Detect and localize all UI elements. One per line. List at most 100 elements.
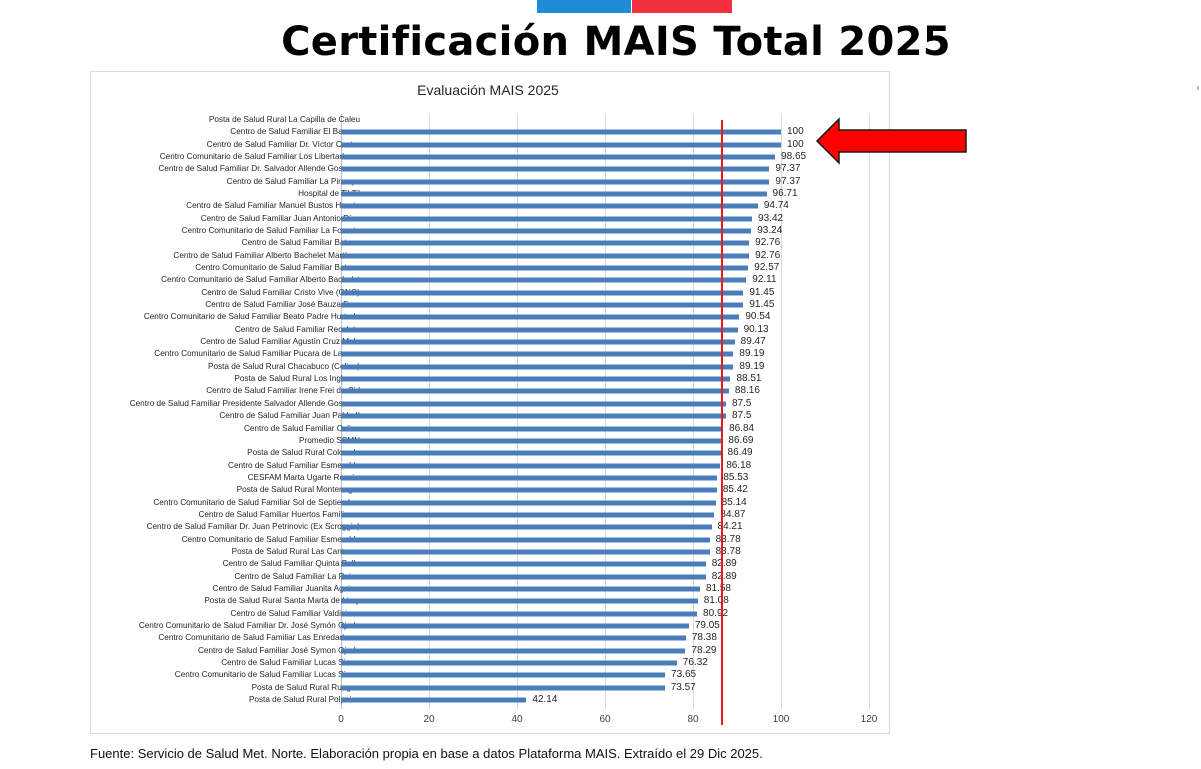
value-label: 97.37 [775, 175, 801, 187]
gridline [869, 114, 870, 709]
gridline [517, 114, 518, 709]
value-label: 81.08 [703, 595, 729, 607]
category-label: Centro de Salud Familiar José Symon Ojed… [197, 645, 360, 655]
category-label: Centro de Salud Familiar Dr. Salvador Al… [158, 164, 360, 174]
bar [341, 549, 710, 555]
bar [341, 253, 750, 259]
category-label: Posta de Salud Rural Chacabuco (Colina) [207, 361, 360, 371]
bar [341, 265, 749, 271]
bar [341, 142, 781, 148]
category-label: Centro de Salud Familiar Quinta Bella [222, 559, 360, 569]
category-label: Posta de Salud Rural La Capilla de Caleu [208, 115, 360, 124]
category-label: Centro de Salud Familiar Dr. Víctor Cast… [206, 139, 360, 149]
value-label: 83.78 [715, 545, 741, 557]
gridline [605, 114, 606, 709]
category-label: Centro de Salud Familiar Colina [243, 423, 360, 433]
bar [341, 376, 731, 382]
category-label: Hospital de Til Til [298, 189, 360, 199]
bar [341, 586, 700, 592]
x-tick-label: 100 [772, 714, 790, 725]
bar [341, 277, 747, 283]
bar [341, 611, 698, 617]
bar [341, 413, 726, 419]
category-label: Centro Comunitario de Salud Familiar Bea… [143, 312, 360, 322]
value-label: 86.49 [727, 447, 753, 459]
category-label: Centro Comunitario de Salud Familiar Puc… [154, 349, 360, 359]
category-label: Posta de Salud Rural Santa Marta de Lira… [204, 596, 360, 606]
bar [341, 475, 718, 481]
bar [341, 154, 776, 160]
category-label: Centro Comunitario de Salud Familiar Las… [158, 633, 360, 643]
slide-title: Certificación MAIS Total 2025 [281, 19, 951, 65]
category-label: Centro de Salud Familiar La Pincoya [226, 176, 360, 186]
x-tick-label: 40 [511, 714, 523, 725]
stray-mark [1197, 86, 1199, 90]
category-label: Centro Comunitario de Salud Familiar Bat… [195, 263, 360, 273]
value-label: 91.45 [749, 299, 775, 311]
category-label: Centro de Salud Familiar Batuco [241, 238, 360, 248]
flag-stripe-blue [537, 0, 631, 13]
category-label: Centro Comunitario de Salud Familiar Luc… [174, 670, 360, 680]
category-label: Posta de Salud Rural Colorado [247, 448, 360, 458]
value-label: 92.57 [754, 262, 780, 274]
category-label: CESFAM Marta Ugarte Román [247, 472, 360, 482]
bar [341, 660, 677, 666]
bar [341, 388, 729, 394]
value-label: 96.71 [772, 188, 798, 200]
bar [341, 314, 740, 320]
bar [341, 500, 716, 506]
value-label: 92.76 [755, 249, 781, 261]
bar [341, 203, 758, 209]
value-label: 85.53 [723, 471, 749, 483]
category-label: Posta de Salud Rural Rungue [251, 682, 360, 692]
category-label: Centro Comunitario de Salud Familiar La … [181, 226, 360, 236]
value-label: 85.14 [721, 496, 747, 508]
category-label: Centro de Salud Familiar Juan Antonio Rí… [200, 213, 360, 223]
value-label: 84.87 [720, 508, 746, 520]
category-label: Centro de Salud Familiar Agustín Cruz Me… [200, 337, 360, 347]
value-label: 92.76 [755, 237, 781, 249]
value-label: 100 [787, 126, 804, 138]
value-label: 84.21 [717, 521, 743, 533]
bar [341, 450, 722, 456]
category-label: Centro de Salud Familiar Recoleta [234, 324, 360, 334]
value-label: 93.24 [757, 225, 783, 237]
value-label: 87.5 [732, 410, 752, 422]
bar [341, 574, 706, 580]
category-label: Centro de Salud Familiar Juan Pablo II [219, 411, 360, 421]
bar [341, 401, 726, 407]
value-label: 76.32 [682, 656, 708, 668]
bar [341, 524, 712, 530]
x-tick-label: 0 [338, 714, 344, 725]
category-label: Centro Comunitario de Salud Familiar Los… [159, 152, 360, 162]
value-label: 73.65 [671, 669, 697, 681]
value-label: 82.89 [711, 570, 737, 582]
value-label: 78.29 [691, 644, 717, 656]
category-label: Centro de Salud Familiar Manuel Bustos H… [186, 201, 360, 211]
category-label: Centro Comunitario de Salud Familiar Esm… [181, 534, 360, 544]
bar [341, 327, 738, 333]
bar [341, 598, 698, 604]
category-label: Centro de Salud Familiar Alberto Bachele… [173, 250, 360, 260]
x-tick-label: 120 [860, 714, 878, 725]
value-label: 94.74 [763, 200, 789, 212]
category-label: Centro de Salud Familiar Presidente Salv… [129, 398, 360, 408]
category-label: Centro de Salud Familiar Dr. Juan Petrin… [146, 522, 360, 532]
bar [341, 487, 717, 493]
bar [341, 179, 770, 185]
bar [341, 216, 753, 222]
value-label: 83.78 [715, 533, 741, 545]
gridline [429, 114, 430, 709]
x-tick-label: 20 [423, 714, 435, 725]
bar [341, 438, 723, 444]
value-label: 79.05 [694, 619, 720, 631]
value-label: 88.51 [736, 373, 762, 385]
bar [341, 228, 752, 234]
value-label: 82.89 [711, 558, 737, 570]
bar [341, 463, 721, 469]
red-arrow-icon [815, 117, 967, 165]
bar [341, 635, 686, 641]
bar [341, 191, 767, 197]
bar [341, 426, 724, 431]
value-label: 89.19 [739, 348, 765, 360]
